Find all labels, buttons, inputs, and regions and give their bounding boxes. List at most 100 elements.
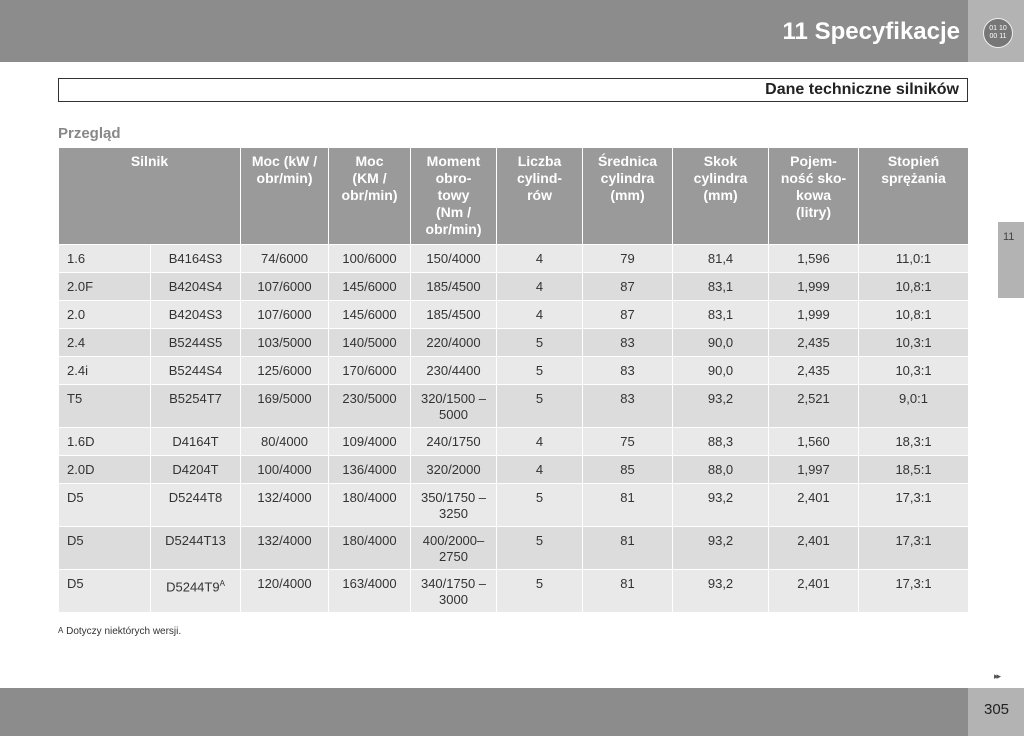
table-cell: 230/5000 xyxy=(328,384,412,428)
column-header: Skok cylindra (mm) xyxy=(672,147,770,245)
table-row: 2.0 B4204S3 107/6000 145/6000 185/4500 4 87 83,… xyxy=(58,300,970,329)
table-row: T5 B5254T7 169/5000 230/5000 320/1500 – 5000… xyxy=(58,384,970,428)
table-cell: 4 xyxy=(496,300,584,329)
section-box: Dane techniczne silników xyxy=(58,78,968,102)
header-row: Silnik Moc (kW / obr/min) Moc (KM / obr/mi… xyxy=(57,147,970,245)
table-cell: 18,5:1 xyxy=(858,455,970,484)
table-row: D5 D5244T13 132/4000 180/4000 400/2000– 2750… xyxy=(58,526,970,570)
table-cell: 79 xyxy=(582,244,674,273)
table-row: 2.0D D4204T 100/4000 136/4000 320/2000 4 85 88,… xyxy=(58,455,970,484)
table-cell: 185/4500 xyxy=(410,300,498,329)
table-cell: 2.4 xyxy=(58,328,151,357)
table-cell: 180/4000 xyxy=(328,483,412,527)
table-cell: 320/1500 – 5000 xyxy=(410,384,498,428)
section-subtitle: Przegląd xyxy=(58,125,121,142)
table-cell: 87 xyxy=(582,300,674,329)
table-cell: 132/4000 xyxy=(240,483,330,527)
table-cell: 1,999 xyxy=(768,272,860,301)
table-cell: B5244S4 xyxy=(149,356,242,385)
table-cell: 103/5000 xyxy=(240,328,330,357)
table-cell: 2,435 xyxy=(768,328,860,357)
table-cell: 83,1 xyxy=(672,300,770,329)
table-cell: 81,4 xyxy=(672,244,770,273)
column-header: Liczba cylind- rów xyxy=(496,147,584,245)
table-cell: D5244T8 xyxy=(149,483,242,527)
table-cell: 1,999 xyxy=(768,300,860,329)
table-row: 2.4i B5244S4 125/6000 170/6000 230/4400 5 83 90… xyxy=(58,356,970,385)
table-cell: 93,2 xyxy=(672,569,770,613)
table-row: 1.6 B4164S3 74/6000 100/6000 150/4000 4 79 81,4… xyxy=(58,244,970,273)
table-cell: 5 xyxy=(496,384,584,428)
table-cell: 90,0 xyxy=(672,356,770,385)
table-cell: 88,3 xyxy=(672,427,770,456)
table-cell: 145/6000 xyxy=(328,300,412,329)
table-cell: 1,997 xyxy=(768,455,860,484)
table-cell: 2.0D xyxy=(58,455,151,484)
side-tab xyxy=(998,222,1024,298)
table-cell: D5 xyxy=(58,569,151,613)
table-cell: 145/6000 xyxy=(328,272,412,301)
table-cell: 2.0F xyxy=(58,272,151,301)
table-cell: 350/1750 – 3250 xyxy=(410,483,498,527)
table-cell: 4 xyxy=(496,427,584,456)
icon-text: 01 10 xyxy=(989,25,1007,32)
table-cell: 163/4000 xyxy=(328,569,412,613)
table-cell: 5 xyxy=(496,356,584,385)
table-cell: 10,3:1 xyxy=(858,328,970,357)
table-cell: 93,2 xyxy=(672,526,770,570)
table-cell: 11,0:1 xyxy=(858,244,970,273)
footnote: A Dotyczy niektórych wersji. xyxy=(58,626,181,637)
spec-table: Silnik Moc (kW / obr/min) Moc (KM / obr/mi… xyxy=(57,147,970,613)
table-cell: 240/1750 xyxy=(410,427,498,456)
table-cell: 170/6000 xyxy=(328,356,412,385)
table-cell: 230/4400 xyxy=(410,356,498,385)
table-cell: 2,401 xyxy=(768,569,860,613)
table-cell: 83,1 xyxy=(672,272,770,301)
table-cell: 5 xyxy=(496,483,584,527)
cell-superscript: A xyxy=(219,579,225,588)
table-cell: 4 xyxy=(496,455,584,484)
table-cell: 87 xyxy=(582,272,674,301)
table-row: D5 D5244T8 132/4000 180/4000 350/1750 – 3250… xyxy=(58,483,970,527)
table-cell: 88,0 xyxy=(672,455,770,484)
table-cell: 1,560 xyxy=(768,427,860,456)
column-header: Pojem- ność sko- kowa (litry) xyxy=(768,147,860,245)
column-header: Moment obro- towy (Nm / obr/min) xyxy=(410,147,498,245)
table-cell: 109/4000 xyxy=(328,427,412,456)
table-cell: 400/2000– 2750 xyxy=(410,526,498,570)
table-cell: 185/4500 xyxy=(410,272,498,301)
table-cell: 132/4000 xyxy=(240,526,330,570)
table-row: 1.6D D4164T 80/4000 109/4000 240/1750 4 75 88,3… xyxy=(58,427,970,456)
table-cell: 17,3:1 xyxy=(858,526,970,570)
table-cell: 83 xyxy=(582,356,674,385)
table-cell: 2,401 xyxy=(768,526,860,570)
table-row: 2.0F B4204S4 107/6000 145/6000 185/4500 4 87 83… xyxy=(58,272,970,301)
table-cell: T5 xyxy=(58,384,151,428)
table-cell: 93,2 xyxy=(672,483,770,527)
table-cell: 10,8:1 xyxy=(858,300,970,329)
table-cell: 150/4000 xyxy=(410,244,498,273)
table-cell: 2,435 xyxy=(768,356,860,385)
footnote-text: Dotyczy niektórych wersji. xyxy=(66,626,182,637)
table-cell: 340/1750 – 3000 xyxy=(410,569,498,613)
table-cell: 180/4000 xyxy=(328,526,412,570)
table-cell: D4204T xyxy=(149,455,242,484)
table-cell: 100/4000 xyxy=(240,455,330,484)
table-cell: 5 xyxy=(496,328,584,357)
table-cell: 1.6 xyxy=(58,244,151,273)
table-cell: 75 xyxy=(582,427,674,456)
next-arrows: ▸▸ xyxy=(994,671,1001,681)
table-cell: 100/6000 xyxy=(328,244,412,273)
table-cell: 169/5000 xyxy=(240,384,330,428)
table-cell: 83 xyxy=(582,384,674,428)
table-cell: 2,521 xyxy=(768,384,860,428)
table-cell: D5 xyxy=(58,526,151,570)
table-cell: 5 xyxy=(496,569,584,613)
table-cell: B5244S5 xyxy=(149,328,242,357)
footer-block xyxy=(968,688,1024,736)
table-cell: 5 xyxy=(496,526,584,570)
icon-text: 00 11 xyxy=(989,33,1007,40)
table-cell: 83 xyxy=(582,328,674,357)
table-cell: 17,3:1 xyxy=(858,483,970,527)
